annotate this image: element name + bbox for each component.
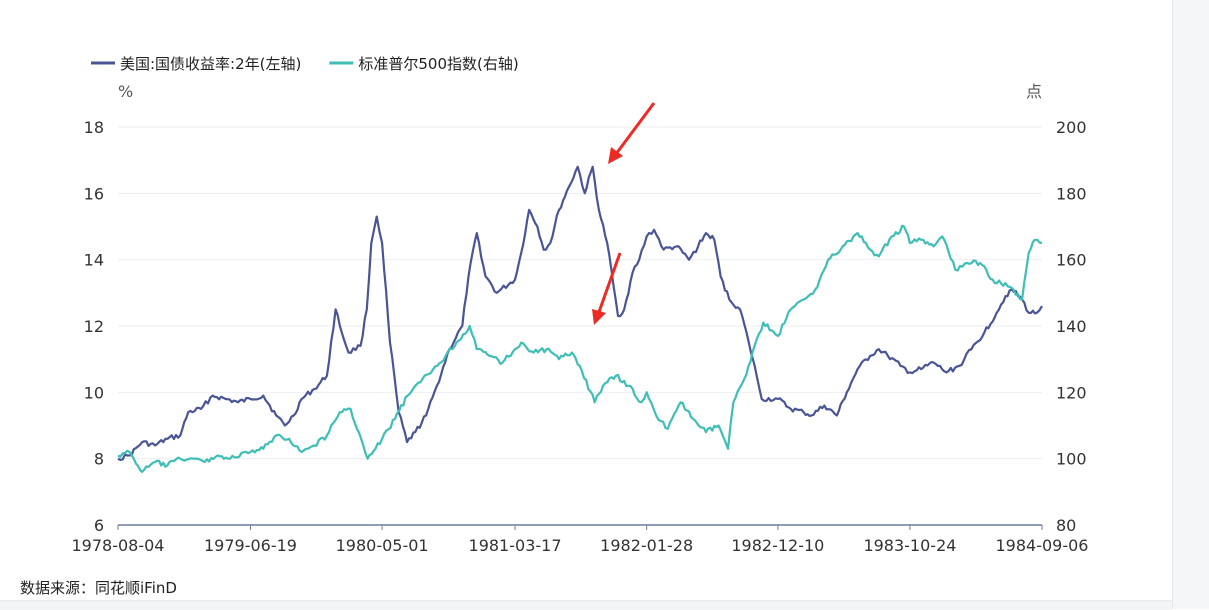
series-group — [117, 165, 1043, 473]
gridlines — [118, 126, 1042, 460]
right-tick-label: 100 — [1056, 450, 1087, 469]
right-side-panel — [1172, 0, 1209, 609]
right-tick-label: 80 — [1056, 516, 1076, 535]
left-axis-ticks: 6 8 10 12 14 16 18 — [84, 118, 104, 535]
legend-label: 美国:国债收益率:2年(左轴) — [120, 55, 301, 73]
chart: 美国:国债收益率:2年(左轴) 标准普尔500指数(右轴) % 点 6 8 10 12 1… — [72, 55, 1089, 555]
left-tick-label: 18 — [84, 118, 104, 137]
annotation-arrow-1 — [608, 102, 656, 164]
legend-label: 标准普尔500指数(右轴) — [358, 55, 518, 73]
left-tick-label: 14 — [84, 251, 104, 270]
x-tick-label: 1983-10-24 — [863, 536, 956, 555]
x-tick-label: 1978-08-04 — [72, 536, 165, 555]
right-tick-label: 180 — [1056, 184, 1087, 203]
right-axis-unit: 点 — [1026, 82, 1042, 101]
right-tick-label: 120 — [1056, 383, 1087, 402]
x-tick-label: 1982-01-28 — [600, 536, 693, 555]
x-tick-label: 1981-03-17 — [469, 536, 562, 555]
series-line-treasury-2y — [117, 165, 1043, 461]
left-tick-label: 8 — [94, 450, 104, 469]
right-tick-label: 140 — [1056, 317, 1087, 336]
x-tick-label: 1980-05-01 — [336, 536, 429, 555]
right-tick-label: 200 — [1056, 118, 1087, 137]
left-tick-label: 16 — [84, 184, 104, 203]
x-tick-label: 1982-12-10 — [731, 536, 824, 555]
left-tick-label: 10 — [84, 383, 104, 402]
series-line-sp500 — [117, 224, 1043, 473]
left-axis-unit: % — [118, 82, 133, 101]
left-tick-label: 12 — [84, 317, 104, 336]
x-tick-label: 1984-09-06 — [996, 536, 1089, 555]
bottom-strip — [0, 600, 1172, 610]
legend: 美国:国债收益率:2年(左轴) 标准普尔500指数(右轴) — [91, 55, 519, 73]
right-tick-label: 160 — [1056, 251, 1087, 270]
x-tick-label: 1979-06-19 — [204, 536, 297, 555]
right-axis-ticks: 80 100 120 140 160 180 200 — [1056, 118, 1087, 535]
annotation-arrow-2 — [592, 252, 622, 325]
x-axis-ticks: 1978-08-04 1979-06-19 1980-05-01 1981-03-17… — [72, 525, 1089, 555]
source-note: 数据来源：同花顺iFinD — [20, 579, 177, 597]
left-tick-label: 6 — [94, 516, 104, 535]
